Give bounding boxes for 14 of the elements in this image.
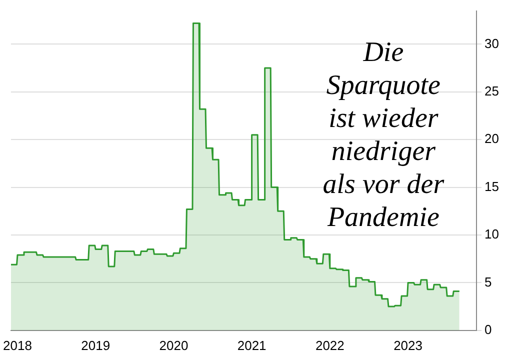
x-tick-label: 2020 xyxy=(159,338,188,353)
y-tick-label: 10 xyxy=(484,226,500,242)
x-tick-label: 2023 xyxy=(394,338,422,353)
y-tick-label: 20 xyxy=(484,131,500,146)
y-tick-label: 25 xyxy=(484,83,500,98)
x-tick-label: 2018 xyxy=(3,338,32,353)
y-tick-label: 5 xyxy=(484,274,492,290)
y-tick-label: 30 xyxy=(484,36,500,51)
x-tick-label: 2022 xyxy=(315,338,344,353)
x-tick-label: 2019 xyxy=(81,338,110,353)
annotation: Die Sparquote ist wieder niedriger als vor der Pandemie xyxy=(322,36,444,233)
x-tick-label: 2021 xyxy=(237,338,266,353)
y-tick-label: 0 xyxy=(484,322,492,337)
y-tick-label: 15 xyxy=(484,178,500,194)
